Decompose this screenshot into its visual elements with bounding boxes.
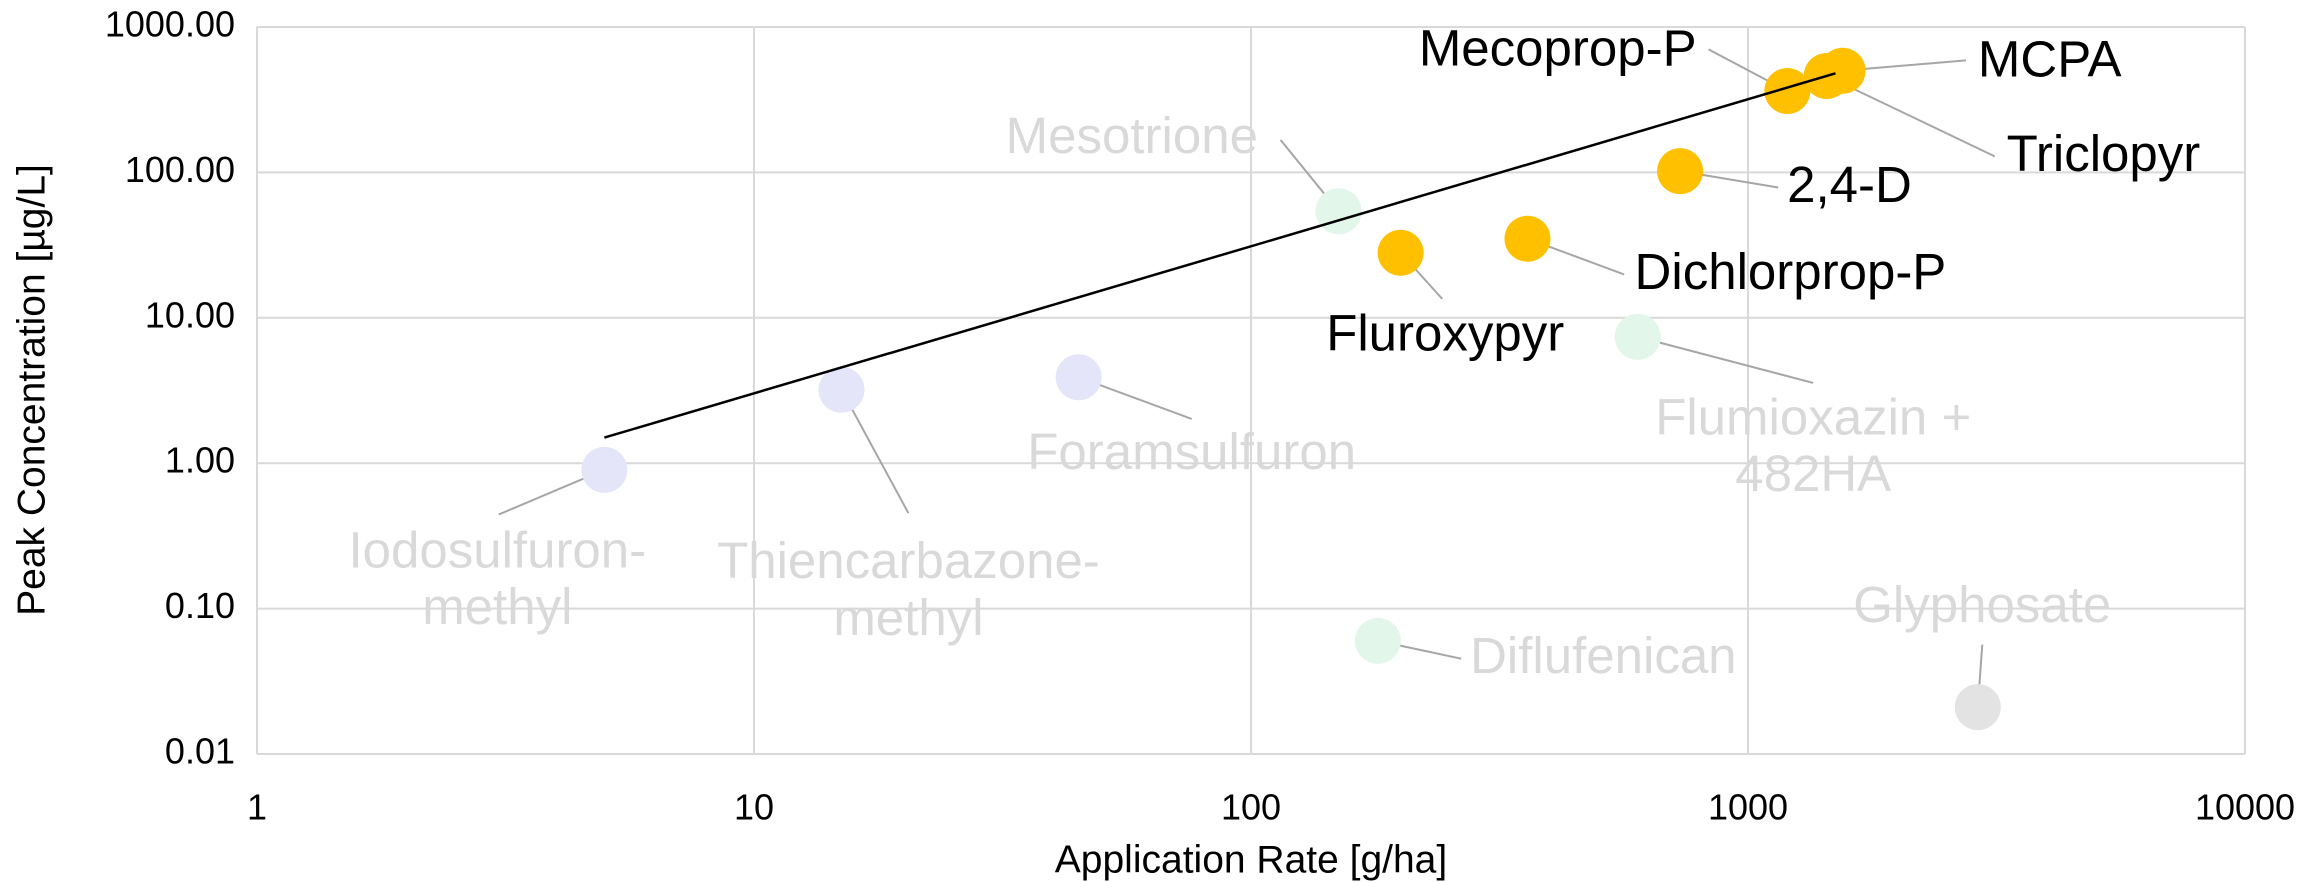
y-tick-label: 0.10: [165, 585, 235, 626]
point: [1354, 617, 1401, 664]
y-tick-label: 10.00: [145, 294, 235, 335]
point: [1377, 229, 1424, 276]
point: [1315, 188, 1362, 235]
x-axis-title: Application Rate [g/ha]: [1055, 838, 1447, 881]
point: [1504, 215, 1551, 262]
point-label: 2,4-D: [1787, 156, 1912, 213]
point-label: Thiencarbazone-methyl: [717, 533, 1100, 647]
point: [1819, 47, 1866, 94]
point: [1657, 148, 1704, 195]
point: [1764, 67, 1811, 114]
y-axis-title: Peak Concentration [µg/L]: [10, 164, 53, 616]
leader-line: [840, 389, 910, 514]
point-label: Mecoprop-P: [1419, 20, 1697, 77]
point-label: MCPA: [1978, 31, 2122, 88]
leader-line: [1637, 335, 1814, 384]
point-label: Fluroxypyr: [1326, 305, 1564, 362]
y-tick-label: 1.00: [165, 440, 235, 481]
point-label: Diflufenican: [1470, 628, 1736, 685]
point-label: Foramsulfuron: [1027, 424, 1356, 481]
y-tick-label: 100.00: [125, 149, 235, 190]
point-label: Iodosulfuron-methyl: [348, 522, 646, 636]
point: [818, 366, 865, 413]
x-tick-label: 10000: [2195, 787, 2295, 828]
point: [1055, 354, 1102, 401]
point-label: Triclopyr: [2007, 125, 2201, 182]
x-tick-label: 10: [734, 787, 774, 828]
point: [1614, 313, 1661, 360]
trendline: [604, 72, 1836, 439]
point-label: Dichlorprop-P: [1635, 243, 1947, 300]
point: [581, 446, 628, 493]
y-tick-label: 0.01: [165, 731, 235, 772]
x-tick-label: 1000: [1708, 787, 1788, 828]
y-tick-label: 1000.00: [105, 4, 235, 45]
point-label: Flumioxazin +482HA: [1655, 389, 1971, 503]
x-tick-label: 100: [1221, 787, 1281, 828]
point-label: Glyphosate: [1853, 576, 2111, 633]
point-label: Mesotrione: [1006, 107, 1258, 164]
x-tick-label: 1: [247, 787, 267, 828]
point: [1954, 684, 2001, 731]
